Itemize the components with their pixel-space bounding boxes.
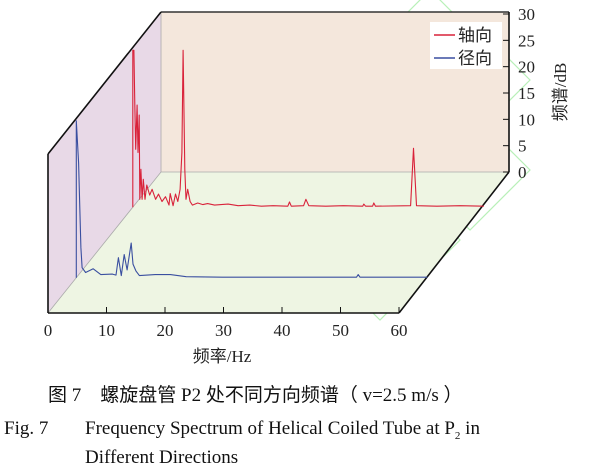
series-line-axial — [132, 49, 484, 208]
x-tick-label: 40 — [274, 321, 291, 340]
ticks-layer: 0 10 20 30 40 50 60 0 5 10 15 20 25 30 — [44, 5, 535, 340]
legend: 轴向 径向 — [430, 22, 502, 69]
x-tick-label: 20 — [157, 321, 174, 340]
legend-box — [430, 22, 502, 69]
caption-en-label: Fig. 7 — [4, 418, 49, 439]
y-tick-label: 15 — [518, 84, 535, 103]
x-tick-label: 30 — [215, 321, 232, 340]
x-tick-label: 60 — [391, 321, 408, 340]
caption-en-text-end: in — [460, 418, 480, 439]
legend-label-radial: 径向 — [458, 49, 492, 68]
x-tick-label: 50 — [332, 321, 349, 340]
spectrum-chart: 0 10 20 30 40 50 60 0 5 10 15 20 25 30 轴向 径向 频谱/dB 频率… — [44, 0, 570, 366]
series-line-radial — [75, 120, 428, 278]
y-tick-label: 25 — [518, 31, 535, 50]
frame-edge — [47, 11, 162, 155]
caption-en-line2: Different Directions — [85, 447, 239, 468]
caption-en-line1: Frequency Spectrum of Helical Coiled Tub… — [85, 418, 480, 442]
legend-label-axial: 轴向 — [458, 26, 492, 45]
x-tick-label: 0 — [44, 321, 53, 340]
y-tick-label: 0 — [518, 163, 527, 182]
x-tick-label: 10 — [98, 321, 115, 340]
caption-en-text: Frequency Spectrum of Helical Coiled Tub… — [85, 418, 455, 439]
caption-cn-label: 图 7 — [48, 385, 82, 406]
caption-cn-text: 螺旋盘管 P2 处不同方向频谱（ v=2.5 m/s ） — [100, 385, 463, 406]
x-axis-label: 频率/Hz — [193, 347, 252, 366]
y-tick-label: 5 — [518, 137, 527, 156]
y-axis-label: 频谱/dB — [551, 63, 570, 122]
y-tick-label: 30 — [518, 5, 535, 24]
series-layer — [75, 49, 484, 278]
caption-en-subscript: 2 — [454, 429, 461, 442]
y-tick-label: 20 — [518, 58, 535, 77]
back-wall — [161, 12, 509, 172]
caption-cn: 图 7 螺旋盘管 P2 处不同方向频谱（ v=2.5 m/s ） — [48, 380, 463, 407]
y-tick-label: 10 — [518, 110, 535, 129]
frame-edge — [398, 171, 510, 314]
